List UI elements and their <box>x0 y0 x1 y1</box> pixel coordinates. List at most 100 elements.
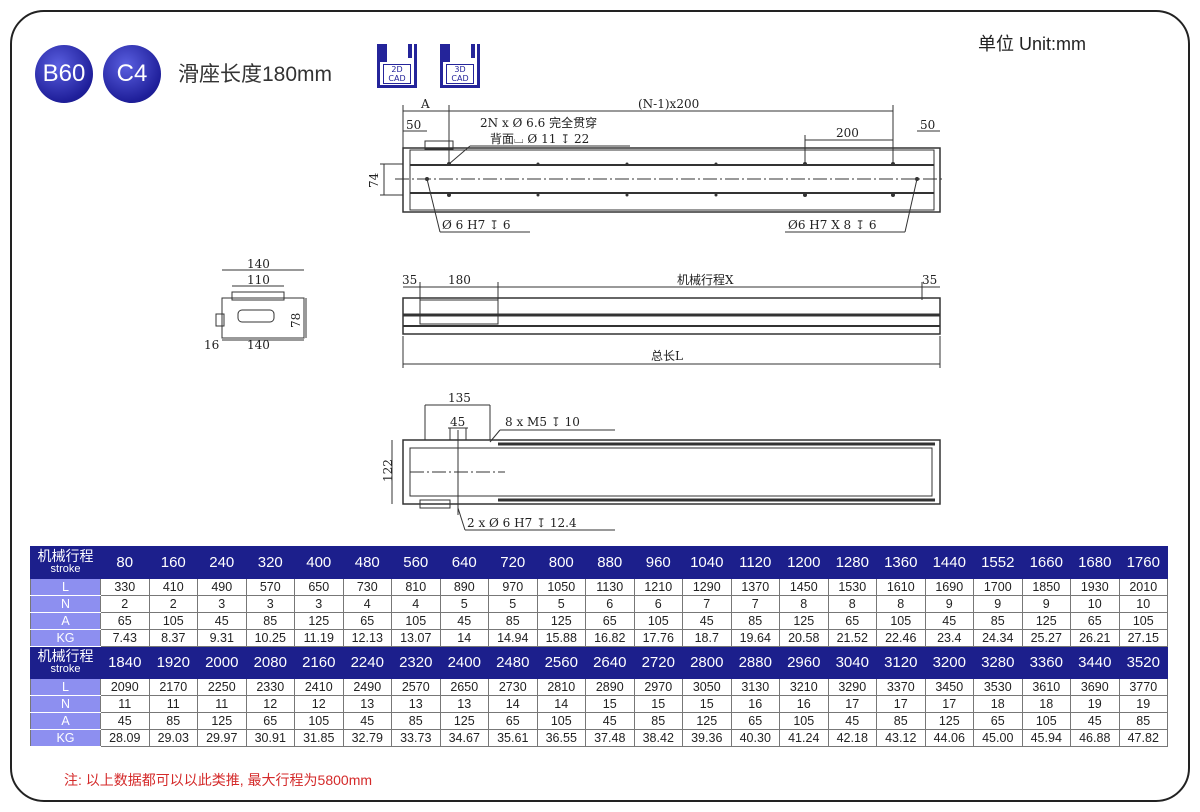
value-cell: 1290 <box>682 578 732 596</box>
stroke-cell: 880 <box>585 546 635 579</box>
value-cell: 47.82 <box>1118 729 1168 747</box>
value-cell: 3130 <box>730 678 780 696</box>
stroke-cell: 2160 <box>294 646 344 679</box>
dim-total-length: 总长L <box>651 349 683 363</box>
value-cell: 11 <box>100 695 150 713</box>
callout-pin-right: Ø6 H7 X 8 ↧ 6 <box>788 218 877 232</box>
value-cell: 85 <box>633 712 683 730</box>
stroke-cell: 1552 <box>973 546 1023 579</box>
value-cell: 105 <box>294 712 344 730</box>
value-cell: 65 <box>342 612 392 630</box>
value-cell: 65 <box>730 712 780 730</box>
value-cell: 3 <box>294 595 344 613</box>
value-cell: 14 <box>536 695 586 713</box>
value-cell: 65 <box>585 612 635 630</box>
table-row-l: L 330 410 490 570 650 730 810 890 970 1050 1130 1210… <box>30 578 1168 596</box>
value-cell: 9 <box>973 595 1023 613</box>
table-row-kg: KG 7.43 8.37 9.31 10.25 11.19 12.13 13.07 14 14.9… <box>30 629 1168 647</box>
value-cell: 1690 <box>924 578 974 596</box>
value-cell: 45 <box>342 712 392 730</box>
row-label-n: N <box>30 595 101 613</box>
stroke-cell: 1760 <box>1118 546 1168 579</box>
value-cell: 45 <box>439 612 489 630</box>
stroke-cell: 2320 <box>391 646 441 679</box>
value-cell: 105 <box>536 712 586 730</box>
value-cell: 37.48 <box>585 729 635 747</box>
value-cell: 32.79 <box>342 729 392 747</box>
stroke-row-label: 机械行程 stroke <box>30 546 101 579</box>
stroke-cell: 1680 <box>1070 546 1120 579</box>
model-badge: C4 <box>103 45 161 103</box>
callout-pin-left: Ø 6 H7 ↧ 6 <box>442 218 511 232</box>
stroke-cell: 2000 <box>197 646 247 679</box>
value-cell: 85 <box>148 712 198 730</box>
stroke-cell: 1280 <box>827 546 877 579</box>
cad-3d-download[interactable]: 3D CAD <box>440 44 480 88</box>
stroke-cell: 720 <box>488 546 538 579</box>
value-cell: 1850 <box>1021 578 1071 596</box>
value-cell: 28.09 <box>100 729 150 747</box>
stroke-cell: 3040 <box>827 646 877 679</box>
value-cell: 4 <box>391 595 441 613</box>
stroke-cell: 320 <box>245 546 295 579</box>
value-cell: 5 <box>439 595 489 613</box>
row-label-kg: KG <box>30 629 101 647</box>
value-cell: 3210 <box>779 678 829 696</box>
value-cell: 29.97 <box>197 729 247 747</box>
value-cell: 45 <box>1070 712 1120 730</box>
value-cell: 13.07 <box>391 629 441 647</box>
value-cell: 1700 <box>973 578 1023 596</box>
value-cell: 42.18 <box>827 729 877 747</box>
row-label-a: A <box>30 712 101 730</box>
value-cell: 14 <box>439 629 489 647</box>
value-cell: 8.37 <box>148 629 198 647</box>
stroke-label-cn: 机械行程 <box>37 547 94 564</box>
value-cell: 33.73 <box>391 729 441 747</box>
value-cell: 8 <box>779 595 829 613</box>
value-cell: 7.43 <box>100 629 150 647</box>
value-cell: 17 <box>876 695 926 713</box>
value-cell: 16 <box>779 695 829 713</box>
stroke-spec-table: 机械行程 stroke 80 160 240 320 400 480 560 640 720 800 8… <box>30 546 1168 747</box>
stroke-header-row: 机械行程 stroke 1840 1920 2000 2080 2160 2240 2320 24… <box>30 646 1168 679</box>
value-cell: 1210 <box>633 578 683 596</box>
value-cell: 45 <box>924 612 974 630</box>
value-cell: 125 <box>536 612 586 630</box>
value-cell: 2010 <box>1118 578 1168 596</box>
stroke-cell: 1840 <box>100 646 150 679</box>
value-cell: 10 <box>1118 595 1168 613</box>
value-cell: 14.94 <box>488 629 538 647</box>
value-cell: 14 <box>488 695 538 713</box>
stroke-cell: 3360 <box>1021 646 1071 679</box>
value-cell: 19 <box>1070 695 1120 713</box>
value-cell: 2570 <box>391 678 441 696</box>
stroke-cell: 3200 <box>924 646 974 679</box>
value-cell: 65 <box>245 712 295 730</box>
value-cell: 1610 <box>876 578 926 596</box>
value-cell: 730 <box>342 578 392 596</box>
cad-2d-download[interactable]: 2D CAD <box>377 44 417 88</box>
value-cell: 2250 <box>197 678 247 696</box>
value-cell: 15 <box>682 695 732 713</box>
stroke-cell: 1360 <box>876 546 926 579</box>
value-cell: 2890 <box>585 678 635 696</box>
value-cell: 2730 <box>488 678 538 696</box>
stroke-cell: 3280 <box>973 646 1023 679</box>
value-cell: 20.58 <box>779 629 829 647</box>
stroke-cell: 2560 <box>536 646 586 679</box>
value-cell: 85 <box>391 712 441 730</box>
value-cell: 29.03 <box>148 729 198 747</box>
value-cell: 19 <box>1118 695 1168 713</box>
value-cell: 40.30 <box>730 729 780 747</box>
stroke-cell: 1660 <box>1021 546 1071 579</box>
stroke-cell: 1200 <box>779 546 829 579</box>
dim-a: A <box>420 97 430 111</box>
value-cell: 650 <box>294 578 344 596</box>
stroke-header-row: 机械行程 stroke 80 160 240 320 400 480 560 640 720 800 8… <box>30 546 1168 579</box>
value-cell: 85 <box>973 612 1023 630</box>
value-cell: 2170 <box>148 678 198 696</box>
stroke-cell: 2800 <box>682 646 732 679</box>
value-cell: 3610 <box>1021 678 1071 696</box>
value-cell: 18.7 <box>682 629 732 647</box>
value-cell: 16 <box>730 695 780 713</box>
